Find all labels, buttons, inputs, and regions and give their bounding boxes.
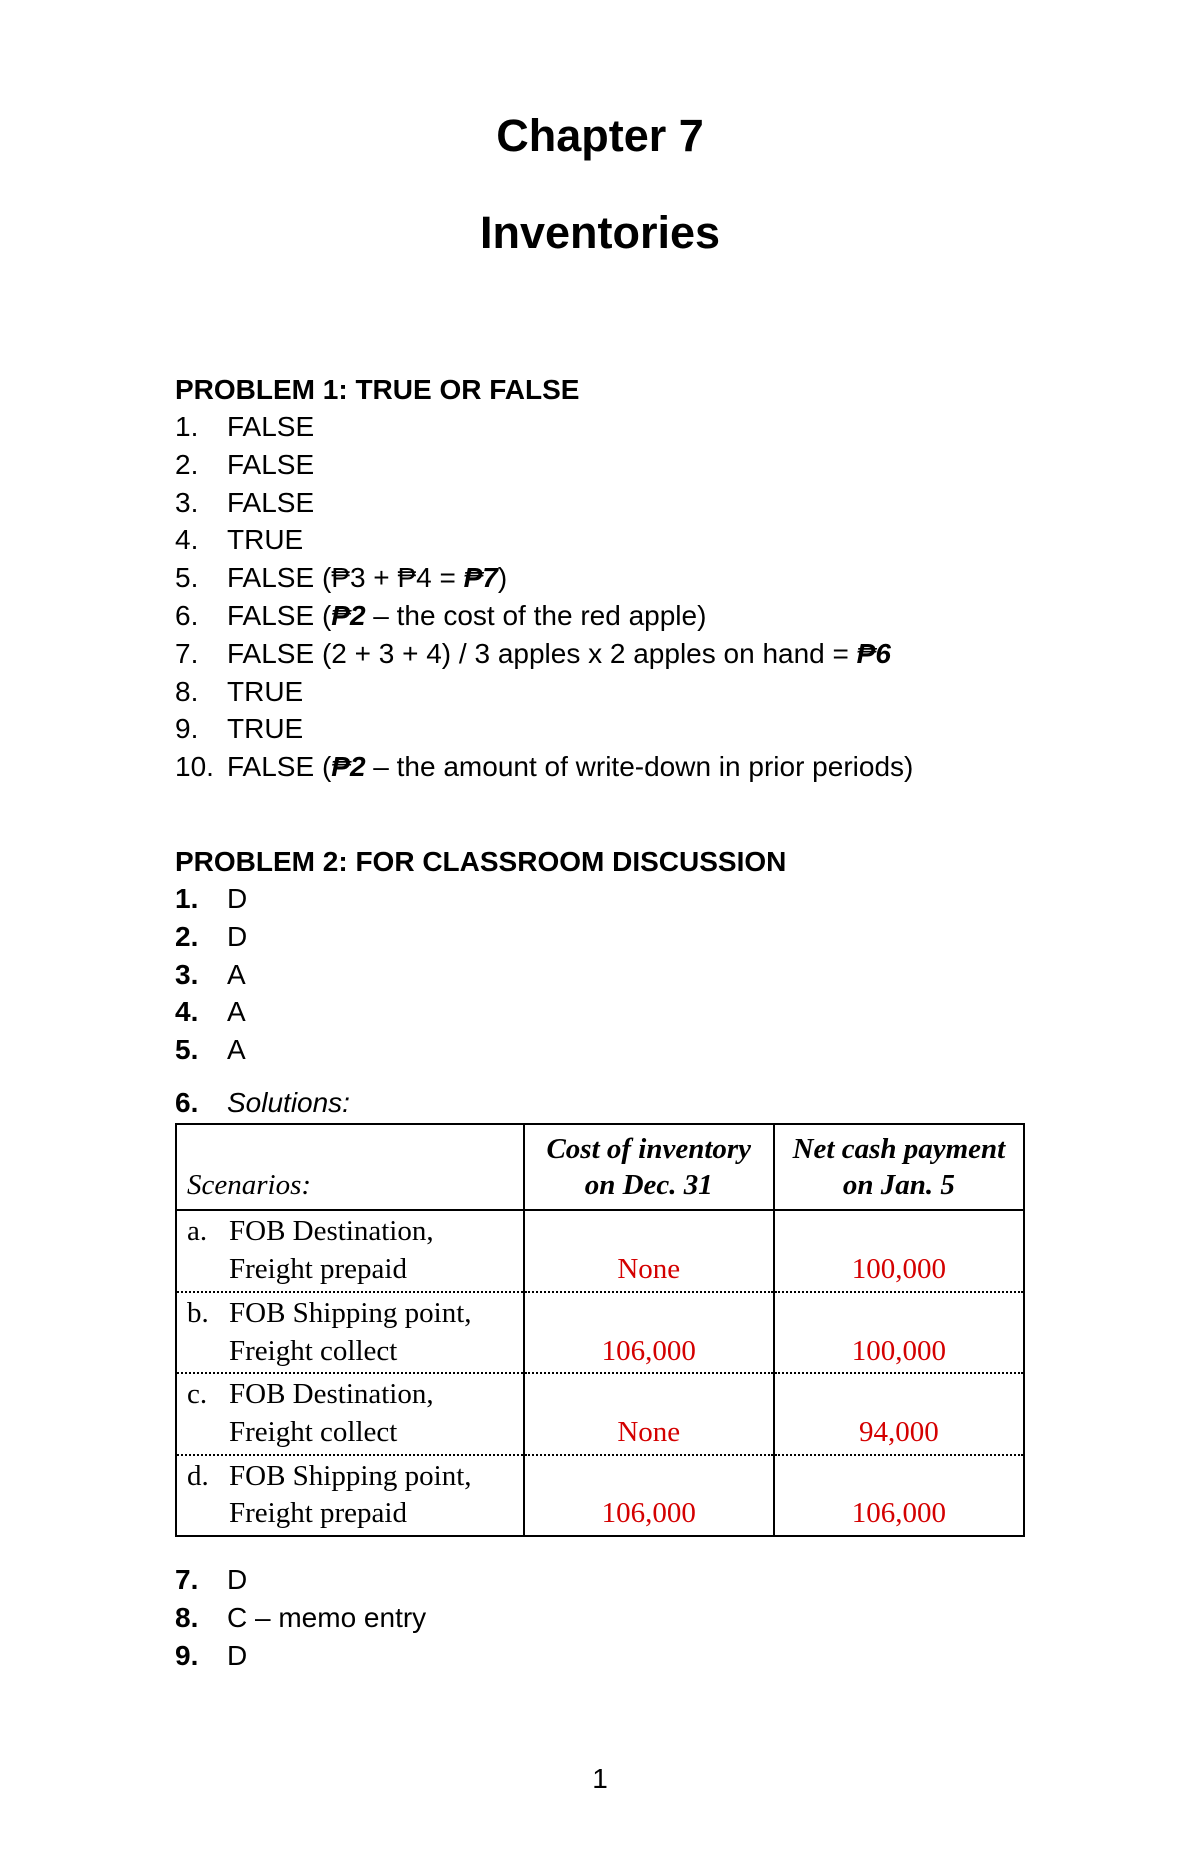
item-number: 8. — [175, 673, 227, 711]
item-number: 4. — [175, 993, 227, 1031]
payment-value: 100,000 — [774, 1210, 1024, 1291]
item-text: D — [227, 1561, 247, 1599]
item-number: 5. — [175, 559, 227, 597]
cost-value: 106,000 — [524, 1455, 774, 1536]
item-text: A — [227, 993, 246, 1031]
table-header-scenarios: Scenarios: — [176, 1125, 524, 1211]
item-text: TRUE — [227, 673, 303, 711]
item-number: 1. — [175, 408, 227, 446]
solutions-row: 6. Solutions: — [175, 1087, 1025, 1125]
item-number: 3. — [175, 956, 227, 994]
item-number: 4. — [175, 521, 227, 559]
item-text: FALSE (₱3 + ₱4 = ₱7) — [227, 559, 507, 597]
list-item: 3.A — [175, 956, 1025, 994]
payment-value: 100,000 — [774, 1292, 1024, 1373]
item-text: FALSE (2 + 3 + 4) / 3 apples x 2 apples … — [227, 635, 891, 673]
item-text: D — [227, 880, 247, 918]
item-text: FALSE — [227, 484, 314, 522]
cost-value: 106,000 — [524, 1292, 774, 1373]
item-number: 8. — [175, 1599, 227, 1637]
item-number: 2. — [175, 918, 227, 956]
list-item: 10.FALSE (₱2 – the amount of write-down … — [175, 748, 1025, 786]
cost-value: None — [524, 1373, 774, 1454]
list-item: 4.TRUE — [175, 521, 1025, 559]
item-number: 9. — [175, 710, 227, 748]
list-item: 5.FALSE (₱3 + ₱4 = ₱7) — [175, 559, 1025, 597]
list-item: 3.FALSE — [175, 484, 1025, 522]
problem2-list-bottom: 7.D 8.C – memo entry 9.D — [175, 1561, 1025, 1674]
chapter-subtitle: Inventories — [175, 207, 1025, 259]
list-item: 7.FALSE (2 + 3 + 4) / 3 apples x 2 apple… — [175, 635, 1025, 673]
list-item: 2.D — [175, 918, 1025, 956]
table-row: c.FOB Destination, Freight collect None … — [176, 1373, 1024, 1454]
item-text: A — [227, 1031, 246, 1069]
item-text: FALSE — [227, 408, 314, 446]
list-item: 5.A — [175, 1031, 1025, 1069]
item-number: 6. — [175, 1087, 227, 1119]
scenario-desc: FOB Destination, Freight prepaid — [229, 1213, 513, 1288]
table-header-cost: Cost of inventory on Dec. 31 — [524, 1125, 774, 1211]
problem2-heading: PROBLEM 2: FOR CLASSROOM DISCUSSION — [175, 846, 1025, 878]
chapter-title: Chapter 7 — [175, 110, 1025, 162]
item-number: 5. — [175, 1031, 227, 1069]
problem1-heading: PROBLEM 1: TRUE OR FALSE — [175, 374, 1025, 406]
list-item: 9.D — [175, 1637, 1025, 1675]
item-number: 2. — [175, 446, 227, 484]
item-text: FALSE — [227, 446, 314, 484]
table-header-payment: Net cash payment on Jan. 5 — [774, 1125, 1024, 1211]
solutions-label: Solutions: — [227, 1087, 350, 1119]
item-number: 7. — [175, 635, 227, 673]
list-item: 8.TRUE — [175, 673, 1025, 711]
item-text: FALSE (₱2 – the amount of write-down in … — [227, 748, 913, 786]
scenario-letter: c. — [187, 1376, 229, 1451]
item-text: A — [227, 956, 246, 994]
problem2-list-top: 1.D 2.D 3.A 4.A 5.A — [175, 880, 1025, 1069]
scenario-desc: FOB Destination, Freight collect — [229, 1376, 513, 1451]
scenario-desc: FOB Shipping point, Freight prepaid — [229, 1458, 513, 1533]
document-page: Chapter 7 Inventories PROBLEM 1: TRUE OR… — [0, 0, 1200, 1674]
scenario-table: Scenarios: Cost of inventory on Dec. 31 … — [175, 1125, 1025, 1537]
item-text: D — [227, 918, 247, 956]
list-item: 1.D — [175, 880, 1025, 918]
table-row: d.FOB Shipping point, Freight prepaid 10… — [176, 1455, 1024, 1536]
item-number: 10. — [175, 748, 227, 786]
page-number: 1 — [0, 1763, 1200, 1795]
item-number: 3. — [175, 484, 227, 522]
item-text: FALSE (₱2 – the cost of the red apple) — [227, 597, 706, 635]
item-number: 9. — [175, 1637, 227, 1675]
table-row: a.FOB Destination, Freight prepaid None … — [176, 1210, 1024, 1291]
cost-value: None — [524, 1210, 774, 1291]
list-item: 2.FALSE — [175, 446, 1025, 484]
list-item: 1.FALSE — [175, 408, 1025, 446]
payment-value: 94,000 — [774, 1373, 1024, 1454]
list-item: 7.D — [175, 1561, 1025, 1599]
scenario-letter: d. — [187, 1458, 229, 1533]
list-item: 4.A — [175, 993, 1025, 1031]
scenario-letter: a. — [187, 1213, 229, 1288]
table-row: b.FOB Shipping point, Freight collect 10… — [176, 1292, 1024, 1373]
item-text: TRUE — [227, 710, 303, 748]
list-item: 8.C – memo entry — [175, 1599, 1025, 1637]
item-number: 6. — [175, 597, 227, 635]
scenario-letter: b. — [187, 1295, 229, 1370]
item-number: 7. — [175, 1561, 227, 1599]
problem1-list: 1.FALSE 2.FALSE 3.FALSE 4.TRUE 5.FALSE (… — [175, 408, 1025, 786]
scenario-desc: FOB Shipping point, Freight collect — [229, 1295, 513, 1370]
list-item: 6.FALSE (₱2 – the cost of the red apple) — [175, 597, 1025, 635]
item-text: C – memo entry — [227, 1599, 426, 1637]
list-item: 9.TRUE — [175, 710, 1025, 748]
item-number: 1. — [175, 880, 227, 918]
item-text: TRUE — [227, 521, 303, 559]
item-text: D — [227, 1637, 247, 1675]
payment-value: 106,000 — [774, 1455, 1024, 1536]
